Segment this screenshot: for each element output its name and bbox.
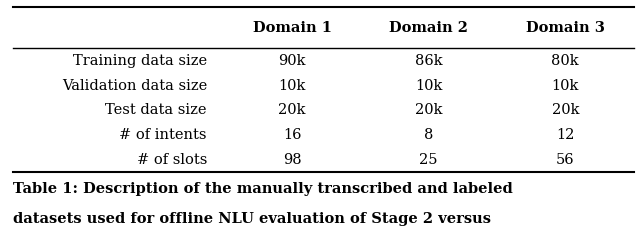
Text: 8: 8 — [424, 128, 433, 142]
Text: Table 1: Description of the manually transcribed and labeled: Table 1: Description of the manually tra… — [13, 182, 513, 196]
Text: # of intents: # of intents — [120, 128, 207, 142]
Text: 12: 12 — [556, 128, 575, 142]
Text: 16: 16 — [283, 128, 301, 142]
Text: 80k: 80k — [552, 54, 579, 68]
Text: Test data size: Test data size — [106, 103, 207, 117]
Text: # of slots: # of slots — [136, 153, 207, 167]
Text: Validation data size: Validation data size — [61, 79, 207, 93]
Text: Domain 3: Domain 3 — [526, 21, 605, 35]
Text: 25: 25 — [419, 153, 438, 167]
Text: 56: 56 — [556, 153, 575, 167]
Text: 20k: 20k — [415, 103, 442, 117]
Text: 98: 98 — [283, 153, 301, 167]
Text: 10k: 10k — [552, 79, 579, 93]
Text: 86k: 86k — [415, 54, 442, 68]
Text: 20k: 20k — [278, 103, 306, 117]
Text: Domain 2: Domain 2 — [389, 21, 468, 35]
Text: 10k: 10k — [278, 79, 306, 93]
Text: 10k: 10k — [415, 79, 442, 93]
Text: 20k: 20k — [552, 103, 579, 117]
Text: Training data size: Training data size — [73, 54, 207, 68]
Text: datasets used for offline NLU evaluation of Stage 2 versus: datasets used for offline NLU evaluation… — [13, 212, 491, 226]
Text: 90k: 90k — [278, 54, 306, 68]
Text: Domain 1: Domain 1 — [253, 21, 332, 35]
